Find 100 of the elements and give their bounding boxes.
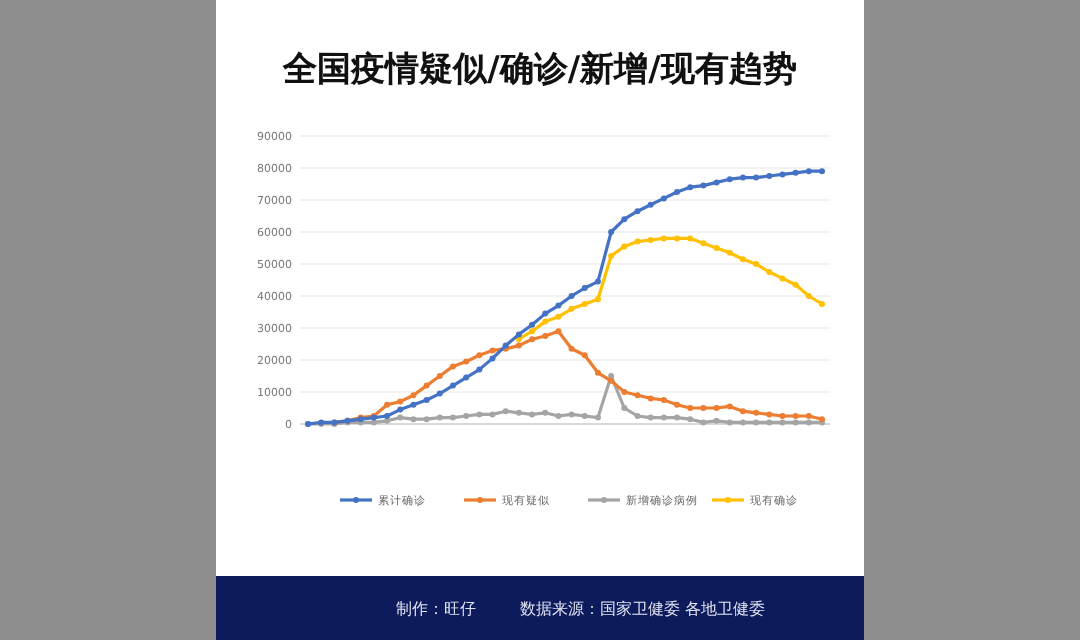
point [634,392,641,399]
point [647,395,654,402]
point [449,363,456,370]
point [647,237,654,243]
point [555,302,562,309]
point [805,168,812,175]
point [542,310,549,317]
point [700,405,707,411]
point [515,342,522,349]
line-series [515,235,825,343]
point [489,411,496,418]
point [779,413,786,419]
point [805,419,812,426]
point [766,269,773,275]
point [766,419,773,426]
point [410,401,417,408]
point [753,419,760,426]
source-note: 数据来源：国家卫健委 各地卫健委 [520,600,766,618]
point [687,184,694,191]
point [384,401,391,408]
point [819,301,825,307]
point [726,419,733,426]
point [700,419,707,426]
point [660,414,667,421]
point [792,281,799,288]
point [713,405,720,411]
point [529,336,536,343]
point [489,347,496,354]
point [397,414,404,421]
point [805,293,812,299]
point [713,245,720,251]
point [476,411,483,418]
point [529,321,536,328]
point [542,409,549,416]
point [739,256,746,263]
point [739,174,746,181]
point [568,293,575,299]
point [463,358,470,365]
point [634,413,641,419]
point [476,366,483,373]
point [608,377,615,384]
point [621,216,628,223]
point [621,405,628,411]
point [647,201,654,208]
chart-title: 全国疫情疑似/确诊/新增/现有趋势 [281,50,797,90]
point [594,414,601,421]
point [700,182,707,189]
point [529,328,536,335]
point [568,345,575,352]
point [608,373,615,379]
point [687,235,694,242]
point [594,369,601,376]
point [555,413,562,419]
point [634,208,641,215]
point [713,179,720,186]
point [515,409,522,416]
point [410,392,417,399]
point [515,331,522,338]
point [476,352,483,359]
point [766,173,773,179]
point [555,328,562,335]
point [449,382,456,389]
point [594,296,601,303]
point [660,235,667,242]
point [726,249,733,256]
point [608,253,615,259]
point [753,261,760,267]
point [779,171,786,178]
point [542,333,549,339]
point [674,235,681,242]
point [792,169,799,176]
point [713,417,720,424]
point [779,275,786,282]
point [608,229,615,235]
point [674,401,681,408]
point [792,419,799,426]
point [463,374,470,381]
point [766,411,773,418]
point [436,390,443,397]
point [739,419,746,426]
point [753,174,760,181]
point [555,313,562,320]
point [529,411,536,418]
point [397,398,404,405]
point [700,240,707,247]
point [726,403,733,410]
line-series [305,168,825,427]
point [423,382,430,389]
point [687,416,694,423]
point [410,416,417,423]
point [423,397,430,403]
point [819,168,825,175]
point [581,352,588,359]
point [739,408,746,415]
point [542,318,549,325]
point [621,389,628,395]
point [436,373,443,379]
point [647,414,654,421]
point [449,414,456,421]
text: 制作：旺仔 [396,600,476,618]
